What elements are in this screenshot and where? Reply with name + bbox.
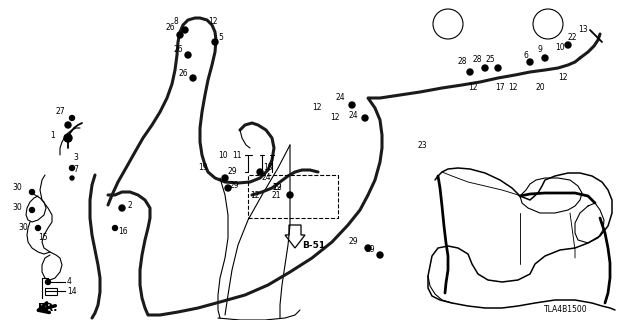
Text: TLA4B1500: TLA4B1500 bbox=[545, 306, 588, 315]
Circle shape bbox=[527, 59, 533, 65]
Text: 1: 1 bbox=[51, 131, 55, 140]
Circle shape bbox=[65, 122, 71, 128]
Text: 30: 30 bbox=[12, 204, 22, 212]
Text: 2: 2 bbox=[128, 201, 132, 210]
Text: 5: 5 bbox=[218, 34, 223, 43]
Circle shape bbox=[185, 52, 191, 58]
Circle shape bbox=[542, 55, 548, 61]
Text: 26: 26 bbox=[179, 68, 188, 77]
Text: 11: 11 bbox=[232, 150, 242, 159]
Text: 19: 19 bbox=[198, 164, 208, 172]
Circle shape bbox=[35, 226, 40, 230]
Text: 30: 30 bbox=[12, 183, 22, 193]
Text: 28: 28 bbox=[458, 58, 467, 67]
Circle shape bbox=[113, 226, 118, 230]
Text: 29: 29 bbox=[348, 237, 358, 246]
Circle shape bbox=[177, 32, 183, 38]
Text: 24: 24 bbox=[335, 93, 345, 102]
Text: 12: 12 bbox=[558, 74, 568, 83]
Circle shape bbox=[287, 192, 293, 198]
Text: B-51: B-51 bbox=[302, 241, 325, 250]
Text: 30: 30 bbox=[19, 223, 28, 233]
Text: 12: 12 bbox=[250, 190, 260, 199]
Circle shape bbox=[64, 134, 72, 142]
Circle shape bbox=[495, 65, 501, 71]
Text: 10: 10 bbox=[555, 44, 564, 52]
Text: 14: 14 bbox=[67, 286, 77, 295]
Circle shape bbox=[70, 116, 74, 121]
Text: 25: 25 bbox=[485, 55, 495, 65]
Circle shape bbox=[377, 252, 383, 258]
Circle shape bbox=[29, 189, 35, 195]
Text: 29: 29 bbox=[228, 167, 237, 177]
Text: 8: 8 bbox=[173, 18, 178, 27]
Text: 12: 12 bbox=[208, 18, 218, 27]
Text: 9: 9 bbox=[537, 45, 542, 54]
Text: 12: 12 bbox=[468, 84, 478, 92]
Circle shape bbox=[365, 245, 371, 251]
Text: 16: 16 bbox=[118, 228, 127, 236]
Text: 22: 22 bbox=[568, 34, 577, 43]
Circle shape bbox=[362, 115, 368, 121]
Text: 12: 12 bbox=[312, 103, 322, 113]
Text: 7: 7 bbox=[73, 165, 78, 174]
Text: 21: 21 bbox=[272, 190, 282, 199]
Circle shape bbox=[225, 185, 231, 191]
Text: 29: 29 bbox=[230, 180, 239, 189]
Text: 29: 29 bbox=[273, 183, 282, 193]
Circle shape bbox=[467, 69, 473, 75]
Text: 13: 13 bbox=[578, 26, 588, 35]
Text: 24: 24 bbox=[348, 110, 358, 119]
Circle shape bbox=[222, 175, 228, 181]
Text: 10: 10 bbox=[218, 150, 228, 159]
Text: FR.: FR. bbox=[38, 303, 58, 313]
Circle shape bbox=[119, 205, 125, 211]
Text: 4: 4 bbox=[67, 277, 72, 286]
Circle shape bbox=[349, 102, 355, 108]
Text: 3: 3 bbox=[73, 154, 78, 163]
Circle shape bbox=[70, 176, 74, 180]
Circle shape bbox=[29, 207, 35, 212]
Text: 12: 12 bbox=[330, 114, 340, 123]
Circle shape bbox=[45, 279, 51, 284]
Bar bbox=[248, 175, 338, 218]
Text: 6: 6 bbox=[523, 51, 528, 60]
Circle shape bbox=[257, 169, 263, 175]
Text: 12: 12 bbox=[509, 84, 518, 92]
Text: 26: 26 bbox=[165, 23, 175, 33]
Text: 24: 24 bbox=[262, 173, 271, 182]
Circle shape bbox=[182, 27, 188, 33]
Text: 20: 20 bbox=[535, 84, 545, 92]
Text: 23: 23 bbox=[418, 140, 428, 149]
Text: 18: 18 bbox=[263, 164, 273, 172]
Text: 12: 12 bbox=[272, 183, 282, 193]
Text: 28: 28 bbox=[472, 55, 482, 65]
Bar bbox=[45, 288, 57, 295]
Circle shape bbox=[212, 39, 218, 45]
Text: 27: 27 bbox=[56, 108, 65, 116]
Circle shape bbox=[190, 75, 196, 81]
Text: 17: 17 bbox=[495, 84, 504, 92]
Circle shape bbox=[482, 65, 488, 71]
Text: 29: 29 bbox=[365, 245, 375, 254]
Circle shape bbox=[565, 42, 571, 48]
Text: 15: 15 bbox=[38, 234, 48, 243]
Circle shape bbox=[70, 165, 74, 171]
Text: 26: 26 bbox=[173, 45, 183, 54]
